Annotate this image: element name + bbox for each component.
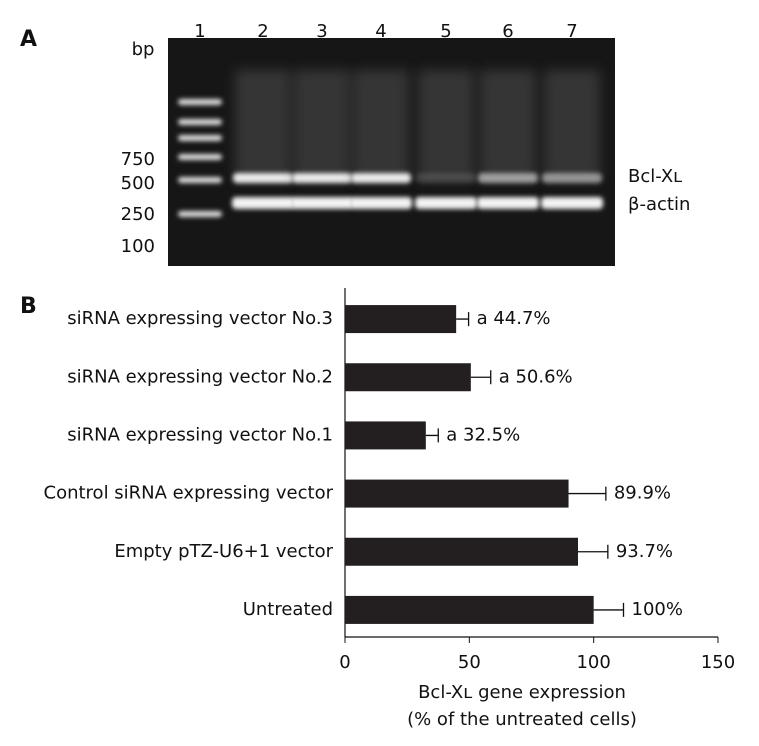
- lane-number: 5: [440, 21, 451, 42]
- value-label: 100%: [632, 599, 683, 620]
- band: [233, 173, 293, 183]
- band: [350, 197, 412, 209]
- error-bar: [568, 486, 607, 501]
- band: [416, 173, 476, 183]
- x-axis-label: Bcl-Xʟ gene expression: [418, 682, 626, 703]
- lane-number: 1: [194, 21, 205, 42]
- band: [292, 173, 352, 183]
- lane-number: 6: [502, 21, 513, 42]
- band: [291, 197, 353, 209]
- x-tick-label: 150: [701, 652, 735, 673]
- y-tick-label: Control siRNA expressing vector: [44, 483, 334, 504]
- band: [478, 173, 538, 183]
- ladder-band: [178, 119, 222, 125]
- band: [477, 197, 539, 209]
- ladder-label: 500: [121, 173, 155, 194]
- smear: [544, 70, 600, 180]
- ladder-band: [178, 154, 222, 160]
- y-tick-label: Empty pTZ-U6+1 vector: [114, 541, 333, 562]
- bar: [345, 595, 594, 624]
- ladder-band: [178, 211, 222, 217]
- lane-number: 4: [375, 21, 386, 42]
- error-bar: [425, 428, 439, 443]
- panel-label: A: [20, 27, 37, 52]
- band: [541, 197, 603, 209]
- band-label: Bcl-Xʟ: [628, 166, 682, 187]
- smear: [353, 70, 409, 180]
- band: [415, 197, 477, 209]
- error-bar: [593, 602, 625, 617]
- value-label: a 50.6%: [499, 366, 573, 387]
- bar: [345, 479, 569, 508]
- value-label: 89.9%: [614, 483, 671, 504]
- ladder-label: 100: [121, 236, 155, 257]
- smear: [294, 70, 350, 180]
- lane-number: 3: [316, 21, 327, 42]
- ladder-band: [178, 135, 222, 141]
- x-tick-label: 100: [576, 652, 610, 673]
- error-bar: [456, 312, 470, 327]
- bar: [345, 305, 457, 334]
- smear: [418, 70, 474, 180]
- bar: [345, 363, 471, 392]
- band: [351, 173, 411, 183]
- value-label: a 44.7%: [477, 308, 551, 329]
- ladder-band: [178, 99, 222, 105]
- x-tick-label: 0: [339, 652, 350, 673]
- value-label: a 32.5%: [446, 424, 520, 445]
- bar: [345, 421, 426, 450]
- error-bar: [470, 370, 492, 385]
- y-tick-label: siRNA expressing vector No.1: [67, 424, 333, 445]
- y-tick-label: siRNA expressing vector No.3: [67, 308, 333, 329]
- error-bar: [578, 544, 609, 559]
- band-label: β-actin: [628, 194, 690, 215]
- y-tick-label: Untreated: [243, 599, 333, 620]
- panel-label: B: [20, 294, 37, 319]
- gel-bands: [178, 70, 603, 217]
- band: [542, 173, 602, 183]
- unit-label: bp: [132, 39, 155, 60]
- y-tick-label: siRNA expressing vector No.2: [67, 366, 333, 387]
- smear: [235, 70, 291, 180]
- bar: [345, 537, 579, 566]
- value-label: 93.7%: [616, 541, 673, 562]
- lane-number: 7: [566, 21, 577, 42]
- smear: [480, 70, 536, 180]
- ladder-label: 250: [121, 204, 155, 225]
- ladder-band: [178, 177, 222, 183]
- x-tick-label: 50: [458, 652, 481, 673]
- lane-number: 2: [257, 21, 268, 42]
- ladder-label: 750: [121, 149, 155, 170]
- band: [232, 197, 294, 209]
- x-axis-label: (% of the untreated cells): [407, 709, 637, 730]
